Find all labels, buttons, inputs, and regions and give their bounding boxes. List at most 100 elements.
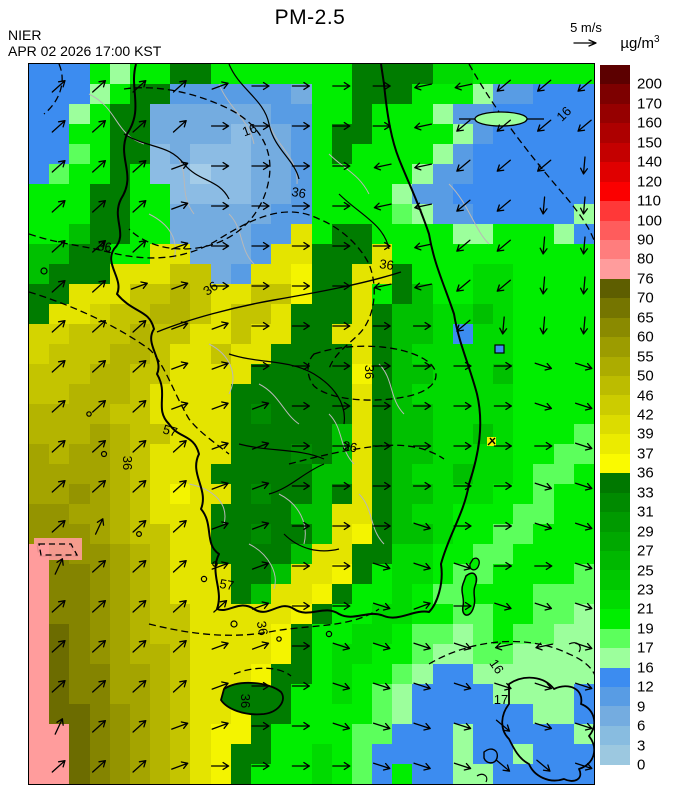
grid-cell <box>392 724 413 744</box>
grid-cell <box>412 324 433 344</box>
grid-cell <box>150 304 171 324</box>
grid-cell <box>573 384 594 404</box>
grid-cell <box>513 244 534 264</box>
grid-cell <box>493 224 514 244</box>
grid-cell <box>311 84 332 104</box>
grid-cell <box>250 544 272 564</box>
wind-arrow <box>372 401 391 411</box>
grid-cell <box>372 124 393 144</box>
station-marker <box>40 267 48 275</box>
grid-cell <box>49 764 70 784</box>
grid-cell <box>190 144 211 164</box>
grid-cell <box>109 464 130 484</box>
grid-cell <box>170 664 191 684</box>
datetime-label: APR 02 2026 17:00 KST <box>8 43 162 59</box>
grid-cell <box>432 244 453 264</box>
grid-cell <box>553 404 574 424</box>
grid-cell <box>412 64 433 84</box>
grid-cell <box>69 84 90 104</box>
grid-cell <box>49 644 70 664</box>
grid-cell <box>553 564 574 584</box>
grid-cell <box>412 744 433 764</box>
wind-arrow <box>171 321 189 330</box>
colorbar-tick-label: 27 <box>637 542 654 560</box>
grid-cell <box>472 344 494 364</box>
grid-cell <box>513 144 534 164</box>
grid-cell <box>129 164 151 184</box>
grid-cell <box>210 84 231 104</box>
colorbar-segment <box>600 706 630 726</box>
grid-cell <box>49 204 70 224</box>
wind-arrow <box>94 518 105 535</box>
wind-arrow <box>372 81 391 91</box>
wind-arrow <box>172 119 187 133</box>
grid-cell <box>412 464 433 484</box>
wind-arrow <box>172 679 187 693</box>
wind-arrow <box>534 441 553 451</box>
grid-cell <box>210 384 231 404</box>
wind-arrow <box>413 601 431 610</box>
grid-cell <box>331 564 352 584</box>
grid-cell <box>372 584 393 604</box>
grid-cell <box>49 224 70 244</box>
contour-label: 36 <box>120 456 135 470</box>
grid-cell <box>29 84 50 104</box>
grid-cell <box>69 364 90 384</box>
grid-cell <box>553 424 574 444</box>
grid-cell <box>432 744 453 764</box>
colorbar-tick-label: 140 <box>637 153 663 171</box>
contour-label: 36 <box>341 438 358 456</box>
grid-cell <box>271 584 292 604</box>
wind-arrow <box>291 761 311 771</box>
grid-cell <box>472 644 494 664</box>
grid-cell <box>392 404 413 424</box>
colorbar-segment <box>600 687 630 707</box>
wind-arrow <box>456 119 471 132</box>
wind-arrow <box>539 196 548 215</box>
wind-arrow <box>414 122 433 131</box>
colorbar-tick-label: 60 <box>637 328 654 346</box>
grid-cell <box>311 144 332 164</box>
grid-cell <box>190 384 211 404</box>
grid-cell <box>170 404 191 424</box>
wind-arrow <box>211 521 229 530</box>
grid-cell <box>170 64 191 84</box>
colorbar-tick-label: 17 <box>637 639 654 657</box>
wind-arrow <box>332 561 351 571</box>
grid-cell <box>372 484 393 504</box>
wind-arrow <box>130 281 148 290</box>
grid-cell <box>49 624 70 644</box>
wind-arrow <box>332 722 351 731</box>
grid-cell <box>291 604 312 624</box>
grid-cell <box>331 204 352 224</box>
grid-cell <box>513 304 534 324</box>
wind-arrow <box>537 119 552 132</box>
grid-cell <box>29 704 50 724</box>
grid-cell <box>533 504 554 524</box>
grid-cell <box>331 744 352 764</box>
agency-label: NIER <box>8 27 42 43</box>
colorbar-segment <box>600 317 630 338</box>
grid-cell <box>271 504 292 524</box>
contour-label: 16 <box>553 103 574 124</box>
grid-cell <box>190 544 211 564</box>
grid-cell <box>129 684 151 704</box>
grid-cell <box>89 724 110 744</box>
grid-cell <box>69 584 90 604</box>
wind-arrow <box>332 642 351 651</box>
wind-arrow <box>453 401 472 411</box>
colorbar-segment <box>600 162 630 182</box>
grid-cell <box>432 324 453 344</box>
grid-cell <box>573 144 594 164</box>
grid-cell <box>452 424 473 444</box>
grid-cell <box>351 344 373 364</box>
grid-cell <box>553 124 574 144</box>
grid-cell <box>432 384 453 404</box>
grid-cell <box>29 664 50 684</box>
grid-cell <box>29 624 50 644</box>
grid-cell <box>190 704 211 724</box>
grid-cell <box>230 324 251 344</box>
wind-arrow <box>291 361 311 371</box>
grid-cell <box>210 444 231 464</box>
grid-cell <box>331 424 352 444</box>
